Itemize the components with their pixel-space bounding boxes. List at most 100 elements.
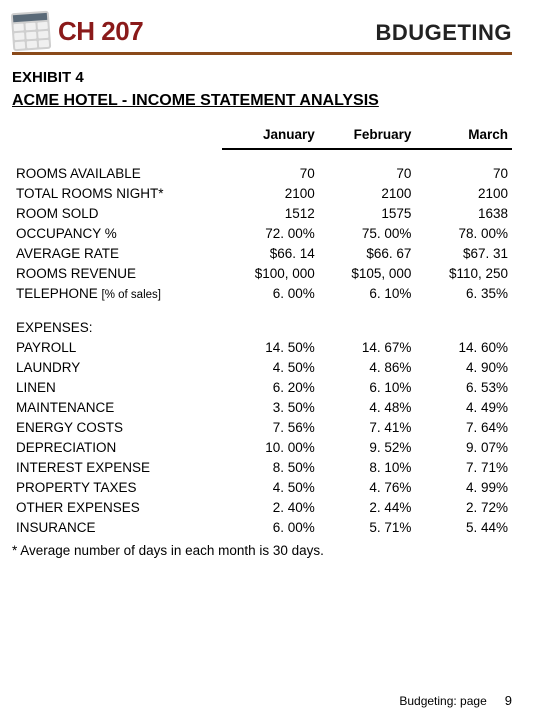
cell-value: 4. 76% — [319, 477, 416, 497]
course-code: CH 207 — [58, 12, 143, 44]
table-row: ROOM SOLD151215751638 — [12, 203, 512, 223]
cell-value: $66. 67 — [319, 243, 416, 263]
cell-value: 14. 50% — [222, 337, 319, 357]
row-label: ROOMS AVAILABLE — [12, 163, 222, 183]
table-row: TOTAL ROOMS NIGHT*210021002100 — [12, 183, 512, 203]
cell-value: 4. 48% — [319, 397, 416, 417]
row-label: PAYROLL — [12, 337, 222, 357]
row-label: INSURANCE — [12, 517, 222, 537]
page-footer: Budgeting: page 9 — [399, 693, 512, 708]
cell-value: $67. 31 — [415, 243, 512, 263]
row-label: TELEPHONE [% of sales] — [12, 283, 222, 303]
cell-value: 8. 10% — [319, 457, 416, 477]
cell-value: $105, 000 — [319, 263, 416, 283]
cell-value: 2. 44% — [319, 497, 416, 517]
cell-value: $66. 14 — [222, 243, 319, 263]
cell-value: $100, 000 — [222, 263, 319, 283]
table-gap-row — [12, 303, 512, 317]
cell-value: 10. 00% — [222, 437, 319, 457]
footnote: * Average number of days in each month i… — [12, 543, 512, 558]
calculator-icon — [11, 11, 52, 52]
table-row: INTEREST EXPENSE8. 50%8. 10%7. 71% — [12, 457, 512, 477]
row-label: LINEN — [12, 377, 222, 397]
col-january: January — [222, 124, 319, 149]
cell-value: 70 — [415, 163, 512, 183]
table-header-blank — [12, 124, 222, 149]
col-march: March — [415, 124, 512, 149]
row-label: DEPRECIATION — [12, 437, 222, 457]
table-row: TELEPHONE [% of sales]6. 00%6. 10%6. 35% — [12, 283, 512, 303]
cell-value: 72. 00% — [222, 223, 319, 243]
cell-value: 6. 00% — [222, 517, 319, 537]
row-label: PROPERTY TAXES — [12, 477, 222, 497]
table-row: INSURANCE6. 00%5. 71%5. 44% — [12, 517, 512, 537]
table-row: LAUNDRY4. 50%4. 86%4. 90% — [12, 357, 512, 377]
row-label: OCCUPANCY % — [12, 223, 222, 243]
table-row: OTHER EXPENSES2. 40%2. 44%2. 72% — [12, 497, 512, 517]
cell-value: 3. 50% — [222, 397, 319, 417]
cell-value: 70 — [222, 163, 319, 183]
cell-value: 6. 10% — [319, 283, 416, 303]
footer-page-number: 9 — [505, 693, 512, 708]
footer-label: Budgeting: page — [399, 694, 486, 708]
exhibit-label: EXHIBIT 4 — [12, 69, 512, 86]
cell-value: 5. 44% — [415, 517, 512, 537]
cell-value: 78. 00% — [415, 223, 512, 243]
cell-value: 14. 60% — [415, 337, 512, 357]
table-gap-row — [12, 149, 512, 163]
cell-value: 6. 20% — [222, 377, 319, 397]
cell-value: 4. 99% — [415, 477, 512, 497]
page-header: CH 207 BDUGETING — [12, 12, 512, 55]
cell-value: 4. 90% — [415, 357, 512, 377]
cell-value: 7. 64% — [415, 417, 512, 437]
cell-value: 4. 86% — [319, 357, 416, 377]
table-row: MAINTENANCE3. 50%4. 48%4. 49% — [12, 397, 512, 417]
cell-value: 14. 67% — [319, 337, 416, 357]
cell-value: $110, 250 — [415, 263, 512, 283]
row-label: ENERGY COSTS — [12, 417, 222, 437]
cell-value: 2100 — [222, 183, 319, 203]
row-label: AVERAGE RATE — [12, 243, 222, 263]
expenses-header-row: EXPENSES: — [12, 317, 512, 337]
row-label: LAUNDRY — [12, 357, 222, 377]
cell-value: 2. 40% — [222, 497, 319, 517]
cell-value: 7. 71% — [415, 457, 512, 477]
row-label: ROOM SOLD — [12, 203, 222, 223]
cell-value: 70 — [319, 163, 416, 183]
expenses-header: EXPENSES: — [12, 317, 512, 337]
cell-value: 9. 07% — [415, 437, 512, 457]
row-label: TOTAL ROOMS NIGHT* — [12, 183, 222, 203]
table-row: ENERGY COSTS7. 56%7. 41%7. 64% — [12, 417, 512, 437]
row-label: OTHER EXPENSES — [12, 497, 222, 517]
cell-value: 1575 — [319, 203, 416, 223]
cell-value: 7. 56% — [222, 417, 319, 437]
cell-value: 2100 — [319, 183, 416, 203]
cell-value: 6. 53% — [415, 377, 512, 397]
cell-value: 1638 — [415, 203, 512, 223]
cell-value: 2100 — [415, 183, 512, 203]
cell-value: 6. 00% — [222, 283, 319, 303]
cell-value: 2. 72% — [415, 497, 512, 517]
table-row: LINEN6. 20%6. 10%6. 53% — [12, 377, 512, 397]
header-title: BDUGETING — [376, 12, 513, 46]
table-row: PROPERTY TAXES4. 50%4. 76%4. 99% — [12, 477, 512, 497]
cell-value: 7. 41% — [319, 417, 416, 437]
row-label: MAINTENANCE — [12, 397, 222, 417]
cell-value: 5. 71% — [319, 517, 416, 537]
cell-value: 6. 10% — [319, 377, 416, 397]
table-row: DEPRECIATION10. 00%9. 52%9. 07% — [12, 437, 512, 457]
income-statement-table: January February March ROOMS AVAILABLE70… — [12, 124, 512, 537]
cell-value: 8. 50% — [222, 457, 319, 477]
row-label: ROOMS REVENUE — [12, 263, 222, 283]
table-row: ROOMS REVENUE$100, 000$105, 000$110, 250 — [12, 263, 512, 283]
table-row: ROOMS AVAILABLE707070 — [12, 163, 512, 183]
col-february: February — [319, 124, 416, 149]
page-title: ACME HOTEL - INCOME STATEMENT ANALYSIS — [12, 92, 512, 110]
cell-value: 6. 35% — [415, 283, 512, 303]
cell-value: 4. 49% — [415, 397, 512, 417]
row-label: INTEREST EXPENSE — [12, 457, 222, 477]
table-row: PAYROLL14. 50%14. 67%14. 60% — [12, 337, 512, 357]
cell-value: 4. 50% — [222, 357, 319, 377]
table-row: AVERAGE RATE$66. 14$66. 67$67. 31 — [12, 243, 512, 263]
cell-value: 75. 00% — [319, 223, 416, 243]
